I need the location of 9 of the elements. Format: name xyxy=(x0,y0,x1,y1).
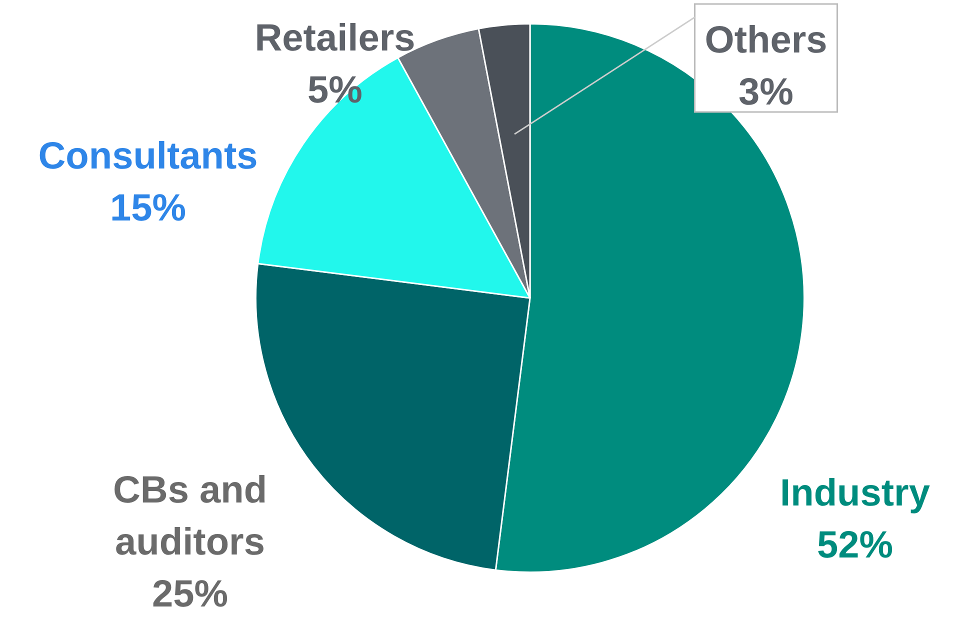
slice-label: Others xyxy=(704,19,828,62)
data-label: 25% xyxy=(152,573,228,616)
slice-label: Industry xyxy=(780,472,930,514)
data-label: 3% xyxy=(738,71,794,114)
data-label: 15% xyxy=(110,187,186,230)
slice-label: CBs and auditors xyxy=(112,469,268,564)
slice-label: Consultants xyxy=(38,135,258,178)
data-label: 52% xyxy=(816,524,894,566)
slice-label: Retailers xyxy=(254,17,416,60)
